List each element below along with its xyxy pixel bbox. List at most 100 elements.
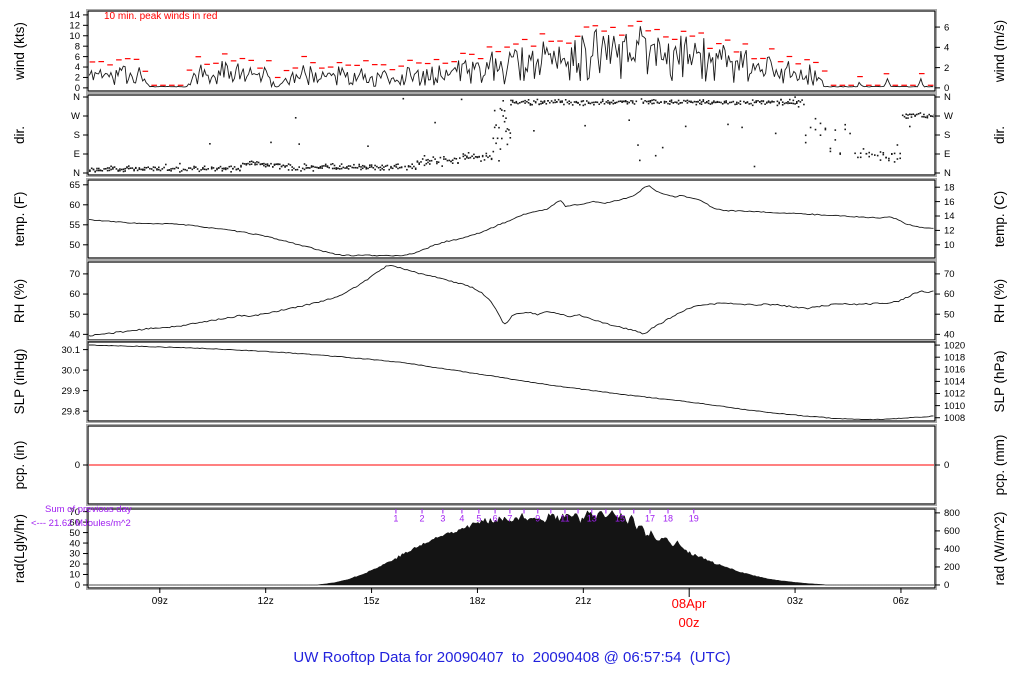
wind-direction-dot xyxy=(245,164,248,166)
wind-direction-dot xyxy=(635,100,638,103)
rad-hour-marker-label: 2 xyxy=(420,514,425,524)
dir-left-tick-label: N xyxy=(73,92,80,103)
wind-direction-dot xyxy=(429,160,431,162)
wind-direction-dot xyxy=(340,167,343,170)
wind-direction-dot xyxy=(903,115,906,118)
wind-direction-dot xyxy=(230,165,232,168)
wind-direction-dot xyxy=(165,163,167,166)
wind-direction-dot xyxy=(381,167,383,170)
wind-direction-dot xyxy=(423,164,426,167)
wind-direction-dot xyxy=(769,101,772,103)
wind-direction-dot xyxy=(266,163,269,165)
wind-direction-dot xyxy=(191,168,194,171)
wind-direction-dot xyxy=(496,137,499,140)
temp-left-tick-label: 65 xyxy=(69,180,80,191)
wind-direction-dot xyxy=(305,167,308,169)
wind-direction-dot xyxy=(335,168,338,170)
wind-left-tick-label: 2 xyxy=(75,73,80,84)
wind-direction-dot xyxy=(612,99,615,102)
time-axis-tick-label: 21z xyxy=(575,596,591,607)
wind-direction-dot xyxy=(718,101,720,103)
wind-direction-dot xyxy=(921,115,923,118)
wind-direction-dot xyxy=(796,102,798,104)
wind-direction-dot xyxy=(243,163,246,165)
wind-direction-dot xyxy=(584,103,586,106)
wind-direction-dot xyxy=(529,104,532,106)
wind-direction-dot xyxy=(216,167,218,170)
wind-direction-dot xyxy=(684,100,687,102)
wind-direction-dot xyxy=(780,98,782,101)
temp-data xyxy=(89,185,934,257)
rad-left-tick-label: 60 xyxy=(69,517,80,528)
wind-direction-dot xyxy=(646,100,648,103)
wind-direction-dot xyxy=(321,167,323,169)
wind-direction-dot xyxy=(541,101,544,103)
wind-direction-dot xyxy=(195,166,197,168)
wind-panel-outer-border xyxy=(86,9,937,93)
wind-direction-dot xyxy=(612,102,615,105)
wind-direction-dot xyxy=(358,163,360,166)
wind-direction-dot xyxy=(418,163,420,165)
wind-direction-dot xyxy=(142,168,144,171)
wind-direction-dot xyxy=(931,115,934,118)
wind-direction-dot xyxy=(92,168,95,171)
rad-hour-marker-label: 17 xyxy=(645,514,655,524)
wind-direction-dot xyxy=(631,102,634,104)
wind-direction-dot xyxy=(834,139,837,141)
wind-direction-dot xyxy=(196,168,199,170)
wind-direction-dot xyxy=(649,101,652,103)
wind-direction-dot xyxy=(129,167,132,169)
wind-direction-dot xyxy=(156,168,158,170)
wind-direction-dot xyxy=(684,125,687,128)
wind-direction-dot xyxy=(819,122,822,125)
wind-direction-dot xyxy=(330,163,332,166)
wind-direction-dot xyxy=(829,147,832,150)
wind-direction-dot xyxy=(725,100,727,102)
wind-direction-dot xyxy=(170,170,172,172)
wind-direction-dot xyxy=(112,166,114,169)
wind-direction-dot xyxy=(706,101,708,103)
wind-direction-dot xyxy=(910,113,913,116)
wind-direction-dot xyxy=(663,102,666,104)
wind-direction-dot xyxy=(734,103,736,106)
wind-direction-dot xyxy=(476,156,479,159)
wind-direction-dot xyxy=(209,143,211,145)
slp-left-tick-label: 30.1 xyxy=(62,345,81,356)
wind-direction-dot xyxy=(543,101,546,103)
wind-direction-dot xyxy=(138,167,141,169)
wind-direction-dot xyxy=(402,97,405,100)
wind-direction-dot xyxy=(713,101,715,104)
wind-direction-dot xyxy=(899,152,901,155)
wind-direction-dot xyxy=(751,99,754,101)
rad-hour-marker-label: 11 xyxy=(560,514,569,524)
wind-direction-dot xyxy=(681,101,683,104)
wind-direction-dot xyxy=(700,103,703,105)
wind-direction-dot xyxy=(844,128,846,131)
wind-direction-dot xyxy=(587,101,590,104)
wind-direction-dot xyxy=(566,101,569,104)
wind-direction-dot xyxy=(257,161,260,164)
wind-direction-dot xyxy=(917,113,920,115)
wind-direction-dot xyxy=(369,164,371,166)
wind-direction-dot xyxy=(223,167,225,170)
wind-direction-dot xyxy=(374,164,376,167)
wind-direction-dot xyxy=(200,169,202,171)
wind-direction-dot xyxy=(888,159,890,162)
wind-direction-dot xyxy=(360,168,362,171)
wind-direction-dot xyxy=(471,155,473,157)
wind-direction-dot xyxy=(511,99,514,102)
wind-direction-dot xyxy=(598,103,600,105)
wind-direction-dot xyxy=(386,164,389,167)
wind-direction-dot xyxy=(614,102,616,104)
wind-direction-dot xyxy=(305,164,308,167)
wind-direction-dot xyxy=(493,109,496,112)
wind-direction-dot xyxy=(103,168,105,170)
wind-direction-dot xyxy=(796,101,798,103)
slp-right-tick-label: 1008 xyxy=(944,413,965,424)
wind-direction-dot xyxy=(455,158,458,160)
wind-direction-dot xyxy=(143,166,146,169)
wind-direction-dot xyxy=(414,167,417,170)
wind-direction-dot xyxy=(370,166,373,168)
temp-line xyxy=(89,185,934,257)
wind-direction-dot xyxy=(128,167,130,170)
